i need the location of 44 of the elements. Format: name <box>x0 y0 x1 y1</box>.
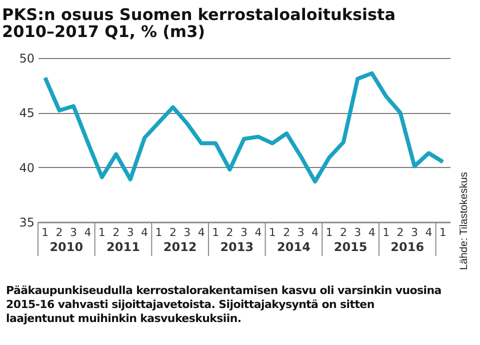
y-tick-label: 40 <box>19 160 34 175</box>
line-series <box>43 71 445 184</box>
x-tick-label: 4 <box>425 226 432 239</box>
y-tick-label: 35 <box>19 216 34 230</box>
x-tick-label: 4 <box>254 226 262 239</box>
x-tick-label: 3 <box>126 226 134 239</box>
text: 2015 <box>334 240 368 254</box>
x-tick-label: 3 <box>184 226 191 239</box>
x-tick-label: 4 <box>141 226 148 239</box>
text: 2014 <box>277 240 310 254</box>
x-tick-label: 2 <box>283 226 290 239</box>
x-tick-label: 4 <box>312 226 319 239</box>
x-tick-label: 1 <box>382 226 390 239</box>
x-tick-label: 1 <box>98 226 106 239</box>
x-tick-label: 2 <box>226 226 234 239</box>
x-tick-label: 1 <box>155 226 162 239</box>
text: 2011 <box>106 240 140 254</box>
text: 2016 <box>390 240 424 254</box>
x-tick-label: 2 <box>112 226 120 239</box>
text: 2012 <box>163 240 197 254</box>
chart-title: PKS:n osuus Suomen kerrostaloaloituksista 2010–2017 Q1, % (m3) <box>2 5 396 41</box>
x-tick-label: 3 <box>410 226 418 239</box>
y-tick-label: 50 <box>19 52 34 66</box>
x-tick-label: 1 <box>439 226 446 239</box>
y-tick-label: 45 <box>19 106 34 120</box>
x-tick-label: 4 <box>84 226 92 239</box>
x-tick-label: 1 <box>42 226 49 239</box>
text: Pääkaupunkiseudulla kerrostalorakentamisen kasvu oli varsinkin vuosina 2015-16 vahvasti sijoittajavetoista. Sijoittajakysyntä on sitten laajentunut muihinkin kasvukeskuksiin. <box>6 284 442 326</box>
x-tick-label: 1 <box>326 226 333 239</box>
x-tick-label: 1 <box>268 226 276 239</box>
x-tick-label: 2 <box>396 226 404 239</box>
text: 2010 <box>50 240 84 254</box>
text: Lähde: Tilastokeskus <box>458 170 470 270</box>
x-tick-label: 1 <box>212 226 220 239</box>
x-tick-label: 2 <box>340 226 347 239</box>
text: 2013 <box>220 240 254 254</box>
x-tick-label: 4 <box>198 226 205 239</box>
x-tick-label: 3 <box>297 226 304 239</box>
x-tick-label: 3 <box>240 226 248 239</box>
x-tick-label: 4 <box>368 226 376 239</box>
x-tick-label: 3 <box>354 226 362 239</box>
x-tick-label: 2 <box>56 226 63 239</box>
x-tick-label: 2 <box>169 226 176 239</box>
x-tick-label: 3 <box>70 226 78 239</box>
